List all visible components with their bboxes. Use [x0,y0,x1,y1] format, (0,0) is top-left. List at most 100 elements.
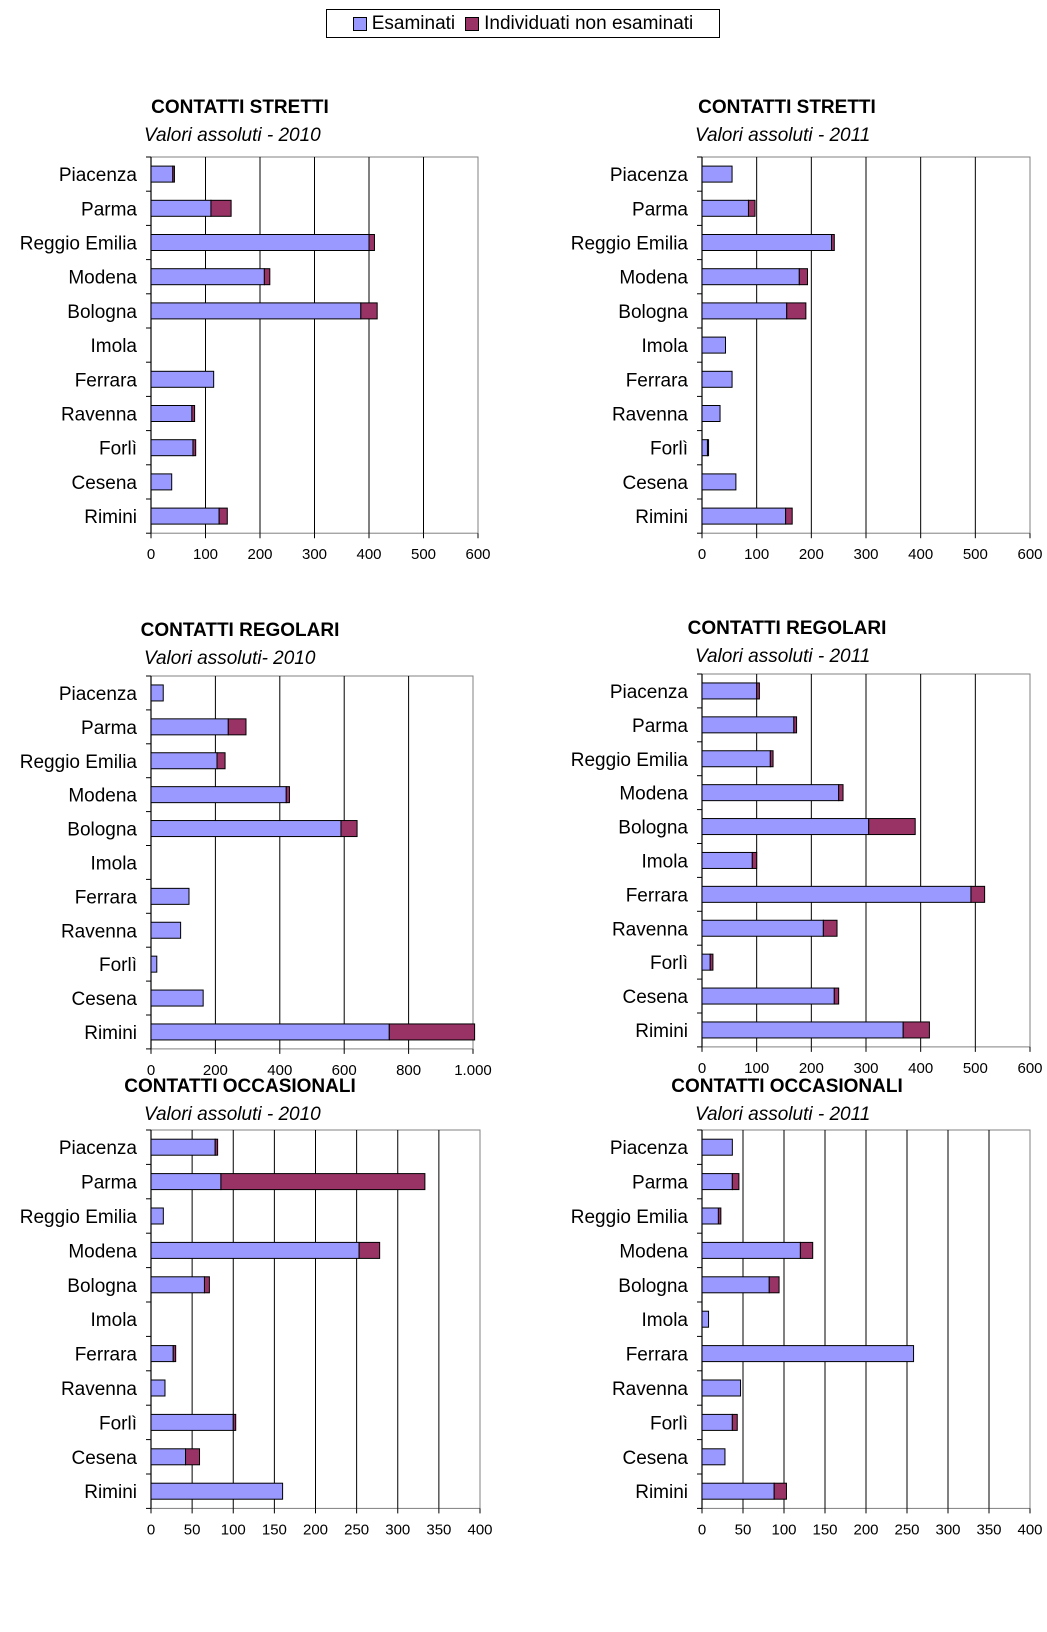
bar-esaminati-forli [701,439,708,457]
bar-non-esaminati-forli [192,439,197,457]
chart-subtitle: Valori assoluti - 2011 [695,646,870,667]
category-label-cesena: Cesena [623,473,689,494]
bar-esaminati-cesena [150,1448,187,1466]
x-tick-label: 800 [396,1062,421,1079]
x-tick-label: 50 [184,1521,201,1538]
x-tick-label: 1.000 [454,1062,492,1079]
bar-non-esaminati-forli [709,953,714,971]
bar-non-esaminati-parma [793,716,798,734]
bar-non-esaminati-ravenna [822,919,838,937]
x-tick-label: 400 [467,1521,492,1538]
bar-non-esaminati-reggio-emilia [368,234,375,251]
category-label-piacenza: Piacenza [59,684,138,705]
category-label-rimini: Rimini [635,1482,688,1503]
bar-esaminati-cesena [701,473,737,491]
legend-swatch-non-esaminati [465,16,480,31]
bar-esaminati-parma [701,199,749,217]
x-tick-label: 100 [771,1521,796,1538]
bar-esaminati-piacenza [150,684,164,702]
category-label-rimini: Rimini [635,1021,688,1042]
category-label-forli: Forlì [99,955,137,976]
x-tick-label: 500 [963,546,988,563]
bar-esaminati-forli [701,1413,733,1431]
category-label-ravenna: Ravenna [61,1379,137,1400]
x-tick-label: 0 [698,1060,706,1077]
bar-esaminati-parma [150,718,229,736]
bar-non-esaminati-forli [731,1413,738,1431]
x-tick-label: 300 [385,1521,410,1538]
category-label-rimini: Rimini [84,1482,137,1503]
bar-non-esaminati-parma [731,1173,740,1191]
bar-esaminati-ravenna [701,919,824,937]
x-tick-label: 600 [332,1062,357,1079]
chart-subtitle: Valori assoluti - 2011 [695,1104,870,1125]
category-label-forli: Forlì [650,439,688,460]
category-label-imola: Imola [642,1310,689,1331]
x-tick-label: 300 [935,1521,960,1538]
category-label-parma: Parma [81,718,137,739]
category-label-bologna: Bologna [618,818,688,839]
category-label-reggio-emilia: Reggio Emilia [20,1207,138,1228]
category-label-ravenna: Ravenna [61,405,137,426]
x-tick-label: 100 [221,1521,246,1538]
bar-non-esaminati-rimini [388,1023,476,1041]
bar-esaminati-bologna [701,1276,770,1294]
bar-non-esaminati-bologna [768,1276,780,1294]
bar-esaminati-forli [150,955,158,973]
chart-title: CONTATTI OCCASIONALI [671,1076,903,1097]
bar-esaminati-piacenza [150,1138,216,1156]
bar-esaminati-reggio-emilia [701,750,771,768]
category-label-parma: Parma [632,716,688,737]
category-label-ravenna: Ravenna [612,1379,688,1400]
bar-esaminati-ferrara [701,885,972,903]
legend-label-esaminati: Esaminati [371,12,456,34]
legend-item-esaminati: Esaminati [352,12,456,35]
x-tick-label: 350 [976,1521,1001,1538]
bar-esaminati-piacenza [150,165,174,183]
category-label-imola: Imola [642,336,689,357]
category-label-piacenza: Piacenza [610,682,689,703]
bar-non-esaminati-bologna [360,302,378,320]
category-label-parma: Parma [81,1173,137,1194]
chart-subtitle: Valori assoluti - 2010 [144,125,321,146]
x-tick-label: 250 [344,1521,369,1538]
bar-non-esaminati-rimini [902,1021,930,1039]
bar-esaminati-imola [701,336,727,354]
x-tick-label: 200 [799,546,824,563]
bar-esaminati-ravenna [150,405,193,422]
x-tick-label: 600 [1017,1060,1042,1077]
bar-esaminati-piacenza [701,682,758,700]
x-tick-label: 100 [744,546,769,563]
bar-non-esaminati-ferrara [970,885,986,903]
bar-non-esaminati-modena [838,784,844,802]
bar-esaminati-modena [701,784,840,802]
category-label-modena: Modena [68,1241,137,1262]
bar-esaminati-rimini [150,1023,390,1041]
bar-non-esaminati-rimini [773,1482,787,1500]
x-tick-label: 50 [735,1521,752,1538]
bar-non-esaminati-rimini [785,507,793,525]
bar-non-esaminati-piacenza [214,1138,219,1156]
x-tick-label: 0 [147,1062,155,1079]
x-tick-label: 300 [853,1060,878,1077]
bar-non-esaminati-cesena [833,987,840,1005]
chart-4: CONTATTI REGOLARI Valori assoluti - 2011 0… [571,618,1043,1077]
category-label-ferrara: Ferrara [75,887,138,908]
category-label-modena: Modena [619,268,688,289]
bar-esaminati-modena [150,268,265,286]
chart-title: CONTATTI STRETTI [698,97,876,118]
category-label-parma: Parma [632,1173,688,1194]
bar-esaminati-reggio-emilia [150,234,370,251]
bar-esaminati-rimini [701,1482,775,1500]
bar-non-esaminati-bologna [786,302,807,320]
category-label-rimini: Rimini [635,507,688,528]
bar-esaminati-ferrara [150,887,190,905]
bar-non-esaminati-parma [227,718,247,736]
bar-esaminati-rimini [701,1021,904,1039]
bar-non-esaminati-reggio-emilia [831,234,835,251]
category-label-bologna: Bologna [618,1276,688,1297]
bar-esaminati-cesena [150,473,173,491]
chart-title: CONTATTI STRETTI [151,97,329,118]
x-tick-label: 0 [698,546,706,563]
category-label-bologna: Bologna [67,820,137,841]
